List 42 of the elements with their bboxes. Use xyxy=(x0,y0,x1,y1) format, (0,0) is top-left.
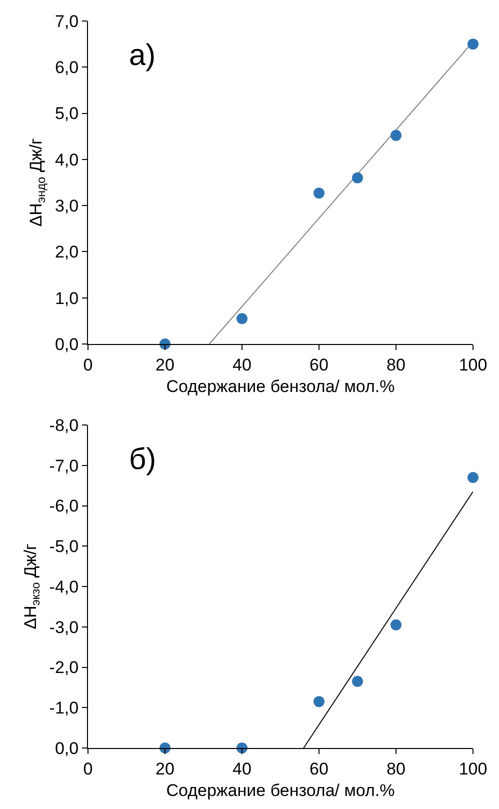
point xyxy=(468,472,478,483)
y-tick-label: 0,0 xyxy=(54,738,79,758)
y-tick-label: -4,0 xyxy=(49,577,79,596)
y-tick-label: -1,0 xyxy=(49,698,79,718)
x-tick-label: 80 xyxy=(386,355,406,374)
point xyxy=(314,696,324,708)
y-tick-label: 7,0 xyxy=(54,12,79,31)
x-tick-label: 20 xyxy=(156,355,174,374)
x-tick-label: 80 xyxy=(386,759,406,778)
x-tick-label: 100 xyxy=(458,759,488,778)
y-tick-label: -6,0 xyxy=(49,496,79,516)
y-tick-label: -7,0 xyxy=(49,456,79,476)
y-tick-label: -2,0 xyxy=(49,658,79,678)
x-axis-title: Содержание бензола/ мол.% xyxy=(166,376,395,396)
y-tick-label: 3,0 xyxy=(54,196,79,216)
point xyxy=(390,130,402,141)
point xyxy=(352,172,363,184)
x-tick-label: 60 xyxy=(310,355,328,374)
y-tick-label: 4,0 xyxy=(54,150,79,170)
x-tick-label: 60 xyxy=(310,759,328,778)
x-axis-title: Содержание бензола/ мол.% xyxy=(166,780,395,800)
x-tick-label: 20 xyxy=(156,759,174,778)
point xyxy=(314,188,324,199)
y-tick-label: 6,0 xyxy=(54,58,79,78)
annotation: б) xyxy=(129,443,156,476)
annotation: а) xyxy=(129,39,156,72)
y-tick-label: 1,0 xyxy=(54,288,79,308)
y-tick-label: 5,0 xyxy=(54,104,79,124)
y-tick-label: 0,0 xyxy=(54,334,79,354)
point xyxy=(390,619,402,630)
y-tick-label: -5,0 xyxy=(49,537,79,556)
x-tick-label: 0 xyxy=(83,355,93,374)
x-tick-label: 40 xyxy=(232,759,252,778)
y-tick-label: -8,0 xyxy=(49,416,79,435)
y-tick-label: 2,0 xyxy=(54,242,79,262)
point xyxy=(352,676,363,687)
point xyxy=(236,313,248,324)
x-tick-label: 0 xyxy=(83,759,93,778)
x-tick-label: 40 xyxy=(232,355,252,374)
y-tick-label: -3,0 xyxy=(49,618,79,637)
point xyxy=(468,38,478,50)
x-tick-label: 100 xyxy=(458,355,488,374)
